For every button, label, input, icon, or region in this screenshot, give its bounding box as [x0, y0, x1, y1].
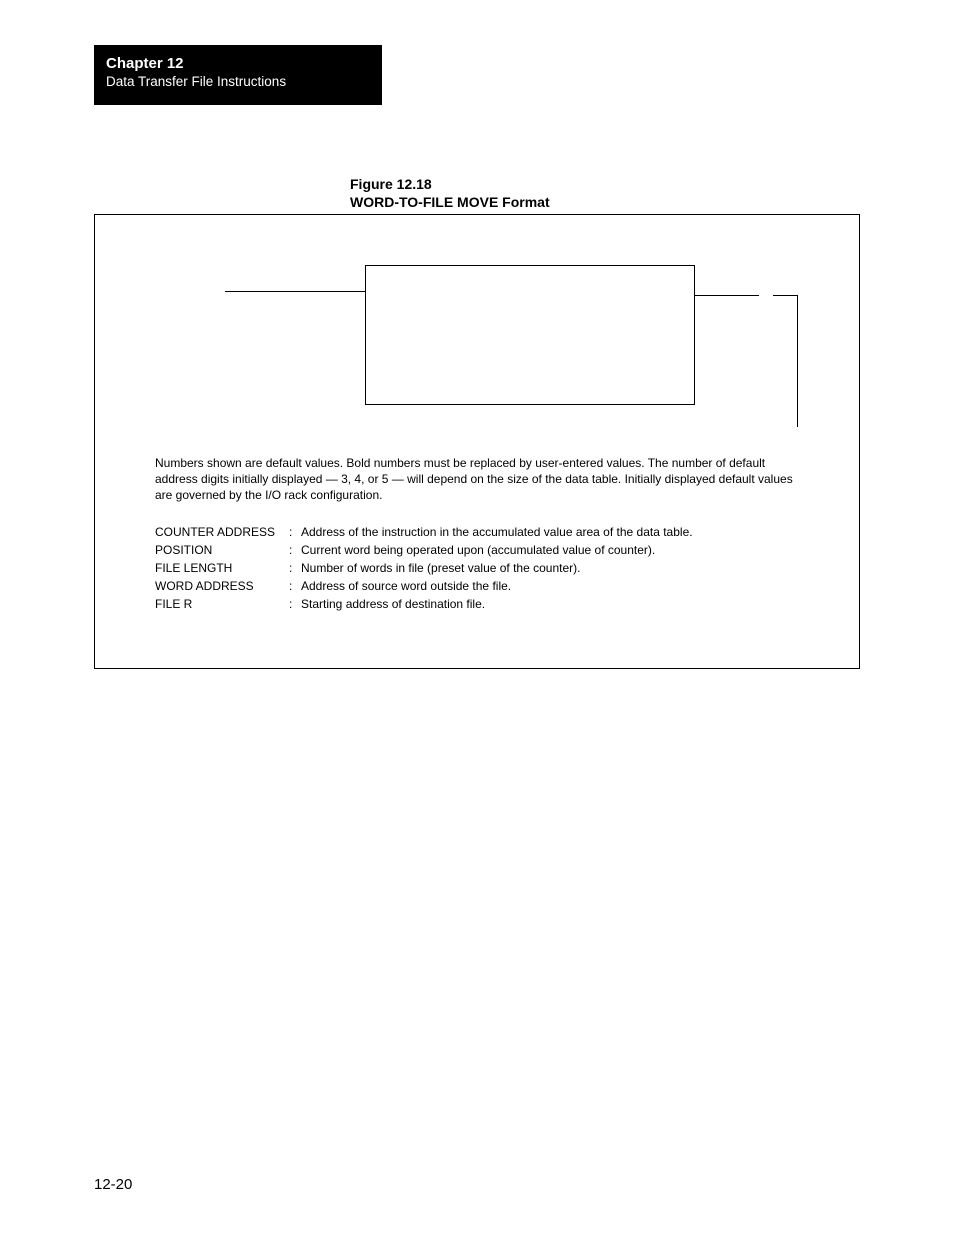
diagram-right-stub-b — [773, 295, 797, 296]
figure-number: Figure 12.18 — [350, 175, 550, 193]
diagram-connector-right — [695, 295, 735, 296]
definitions-list: COUNTER ADDRESS : Address of the instruc… — [155, 525, 693, 615]
definition-row: FILE LENGTH : Number of words in file (p… — [155, 561, 693, 575]
diagram-left-rail — [225, 291, 290, 292]
definition-colon: : — [289, 525, 301, 539]
diagram-right-stub-a — [735, 295, 759, 296]
chapter-subtitle: Data Transfer File Instructions — [106, 74, 370, 89]
definition-term: POSITION — [155, 543, 289, 557]
definition-row: WORD ADDRESS : Address of source word ou… — [155, 579, 693, 593]
definition-colon: : — [289, 597, 301, 611]
figure-title: WORD-TO-FILE MOVE Format — [350, 193, 550, 211]
definition-desc: Address of source word outside the file. — [301, 579, 511, 593]
definition-colon: : — [289, 561, 301, 575]
figure-caption: Numbers shown are default values. Bold n… — [155, 455, 805, 504]
definition-row: FILE R : Starting address of destination… — [155, 597, 693, 611]
definition-term: FILE R — [155, 597, 289, 611]
definition-term: FILE LENGTH — [155, 561, 289, 575]
diagram-instruction-box — [365, 265, 695, 405]
definition-colon: : — [289, 579, 301, 593]
definition-term: WORD ADDRESS — [155, 579, 289, 593]
figure-frame: Numbers shown are default values. Bold n… — [94, 214, 860, 669]
definition-desc: Number of words in file (preset value of… — [301, 561, 580, 575]
definition-row: COUNTER ADDRESS : Address of the instruc… — [155, 525, 693, 539]
page: Chapter 12 Data Transfer File Instructio… — [0, 0, 954, 1235]
diagram-right-rail — [797, 295, 798, 427]
chapter-header: Chapter 12 Data Transfer File Instructio… — [94, 45, 382, 105]
definition-row: POSITION : Current word being operated u… — [155, 543, 693, 557]
figure-title-block: Figure 12.18 WORD-TO-FILE MOVE Format — [350, 175, 550, 211]
definition-term: COUNTER ADDRESS — [155, 525, 289, 539]
chapter-number: Chapter 12 — [106, 55, 370, 72]
definition-desc: Current word being operated upon (accumu… — [301, 543, 655, 557]
diagram-connector-left — [290, 291, 365, 292]
definition-colon: : — [289, 543, 301, 557]
definition-desc: Starting address of destination file. — [301, 597, 485, 611]
page-number: 12-20 — [94, 1176, 132, 1193]
definition-desc: Address of the instruction in the accumu… — [301, 525, 693, 539]
figure-diagram — [225, 265, 785, 435]
